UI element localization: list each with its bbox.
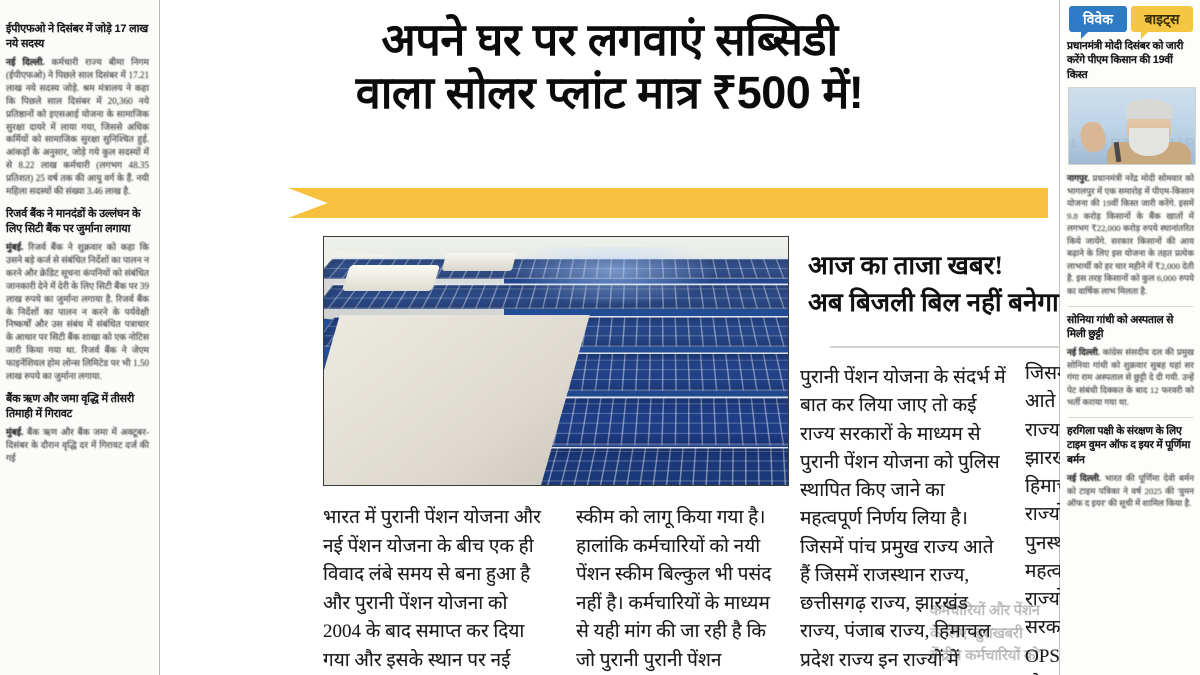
sidebar-divider: [1068, 417, 1193, 418]
left-story-2-body: मुंबई. रिजर्व बैंक ने शुक्रवार को कहा कि…: [6, 242, 149, 382]
right-story-3-headline: हरगिला पक्षी के संरक्षण के लिए टाइम वुमन…: [1067, 425, 1191, 466]
pm-modi-photo: LEADERSHIP: [1068, 87, 1196, 166]
publication-logo: विवेक बाइट्स: [1069, 6, 1193, 39]
kicker-line-2: अब बिजली बिल नहीं बनेगा बोझ: [808, 287, 1107, 317]
kicker-divider: [830, 346, 1178, 348]
roof-vent: [341, 265, 441, 291]
left-story-3-headline: बैंक ऋण और जमा वृद्धि में तीसरी तिमाही म…: [6, 393, 134, 420]
right-news-column: विवेक बाइट्स प्रधानमंत्री मोदी दिसंबर को…: [1060, 0, 1200, 675]
right-story-3-body: नई दिल्ली. भारत की पूर्णिमा देवी बर्मन क…: [1067, 473, 1194, 509]
article-column-bottom-left: भारत में पुरानी पेंशन योजना और नई पेंशन …: [323, 507, 541, 671]
solar-panel-image: [324, 237, 788, 485]
headline-line-2: वाला सोलर प्लांट मात्र ₹500 में!: [355, 66, 864, 118]
kicker-block: आज का ताजा खबर! अब बिजली बिल नहीं बनेगा …: [808, 248, 1200, 322]
sun-glare: [509, 247, 719, 307]
sidebar-divider: [1068, 305, 1193, 307]
solar-panel-photo: [323, 236, 789, 486]
article-column-middle: पुरानी पेंशन योजना के संदर्भ में बात कर …: [800, 367, 1006, 671]
left-story-3-body: मुंबई. बैंक ऋण और बैंक जमा में अक्टूबर-द…: [6, 427, 149, 463]
headline-line-1: अपने घर पर लगवाएं सब्सिडी: [381, 14, 838, 65]
right-story-2-headline: सोनिया गांधी को अस्पताल से मिली छुट्टी: [1067, 313, 1174, 340]
main-headline: अपने घर पर लगवाएं सब्सिडी वाला सोलर प्ला…: [160, 0, 1059, 119]
logo-bubble-vivek: विवेक: [1069, 6, 1127, 39]
article-body-area: आज का ताजा खबर! अब बिजली बिल नहीं बनेगा …: [160, 232, 1200, 675]
right-story-1-headline: प्रधानमंत्री मोदी दिसंबर को जारी करेंगे …: [1067, 40, 1184, 81]
article-column-bottom-middle: स्कीम को लागू किया गया है। हालांकि कर्मच…: [576, 507, 772, 671]
person-hair: [1126, 99, 1172, 120]
left-story-1-body: नई दिल्ली. कर्मचारी राज्य बीमा निगम (ईपी…: [6, 57, 149, 197]
yellow-ribbon-banner: [288, 188, 1048, 218]
person-beard: [1129, 128, 1169, 157]
left-news-column: ईपीएफओ ने दिसंबर में जोड़े 17 लाख नये सद…: [0, 0, 160, 675]
roof-vent: [441, 253, 517, 271]
left-story-2-headline: रिजर्व बैंक ने मानदंडों के उल्लंघन के लि…: [6, 208, 141, 235]
kicker-line-1: आज का ताजा खबर!: [808, 251, 1004, 280]
logo-bubble-bytes: बाइट्स: [1131, 6, 1193, 39]
left-story-1-headline: ईपीएफओ ने दिसंबर में जोड़े 17 लाख नये सद…: [6, 23, 149, 50]
right-story-1-body: नागपुर. प्रधानमंत्री नरेंद्र मोदी सोमवार…: [1067, 173, 1194, 296]
right-story-2-body: नई दिल्ली. कांग्रेस संसदीय दल की प्रमुख …: [1067, 347, 1194, 408]
main-article-area: अपने घर पर लगवाएं सब्सिडी वाला सोलर प्ला…: [160, 0, 1200, 675]
